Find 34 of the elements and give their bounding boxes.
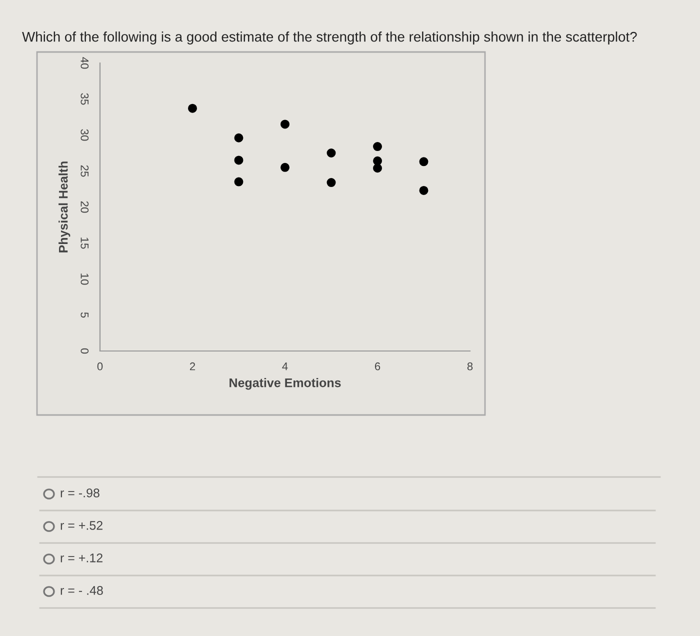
y-tick-label: 30 — [80, 129, 89, 141]
text: r = +.52 — [60, 521, 102, 530]
y-tick-label: 5 — [80, 312, 88, 318]
x-tick-label: 6 — [374, 362, 380, 370]
x-tick-label: 4 — [282, 362, 288, 370]
y-tick-label: 40 — [80, 57, 89, 69]
y-axis-title: Physical Health — [58, 162, 70, 252]
point — [373, 164, 382, 173]
text: r = +.12 — [60, 554, 102, 562]
chart-title: Which of the following is a good estimate of the strength of the relationship shown in the scatterplot? — [22, 32, 637, 44]
point — [326, 148, 336, 158]
text: r = -.98 — [60, 488, 100, 498]
y-tick-label: 0 — [80, 348, 89, 354]
x-axis-title: Negative Emotions — [230, 378, 341, 390]
point — [280, 162, 290, 172]
y-tick-label: 25 — [80, 165, 89, 177]
y-tick-label: 15 — [80, 238, 88, 249]
text: r = - .48 — [60, 586, 103, 595]
point — [373, 156, 382, 166]
point — [188, 104, 197, 113]
point — [234, 156, 244, 165]
point — [419, 157, 428, 166]
point — [373, 142, 382, 152]
x-tick-label: 8 — [467, 362, 473, 370]
point — [326, 178, 336, 188]
point — [280, 120, 290, 129]
point — [234, 133, 244, 142]
x-tick-label: 0 — [97, 362, 103, 370]
y-tick-label: 20 — [80, 201, 89, 213]
y-tick-label: 35 — [80, 93, 89, 105]
point — [419, 186, 428, 195]
point — [234, 177, 244, 186]
x-tick-label: 2 — [190, 362, 196, 370]
y-tick-label: 10 — [80, 274, 89, 285]
